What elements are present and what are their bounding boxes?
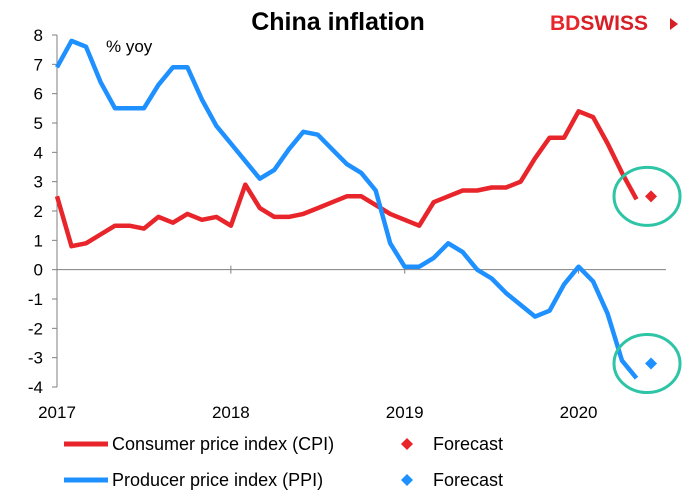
y-tick-label: -2 (28, 319, 43, 338)
chart-title: China inflation (251, 8, 425, 36)
x-tick-label: 2018 (212, 403, 250, 422)
y-axis-ticks: 8 7 6 5 4 3 2 1 0 -1 -2 -3 -4 (28, 26, 57, 397)
y-tick-label: -3 (28, 349, 43, 368)
y-tick-label: 2 (34, 202, 43, 221)
x-axis-ticks: 2017 2018 2019 2020 (38, 265, 598, 422)
y-tick-label: 4 (34, 143, 43, 162)
legend-ppi-forecast-marker (401, 474, 413, 486)
y-tick-label: 1 (34, 231, 43, 250)
x-tick-label: 2020 (560, 403, 598, 422)
legend: Consumer price index (CPI) Forecast Prod… (64, 434, 503, 490)
y-tick-label: -1 (28, 290, 43, 309)
forecast-highlights (612, 165, 682, 395)
y-tick-label: -4 (28, 378, 43, 397)
x-tick-label: 2017 (38, 403, 76, 422)
cpi-forecast-marker (645, 190, 658, 203)
y-tick-label: 8 (34, 26, 43, 45)
brand-logo: BDSWISS (550, 12, 678, 35)
cpi-forecast-circle (612, 165, 682, 227)
logo-bd-text: BDSWISS (550, 12, 648, 35)
unit-label: % yoy (106, 37, 153, 56)
logo-bd: BD (550, 12, 580, 35)
y-tick-label: 0 (34, 261, 43, 280)
legend-ppi-label: Producer price index (PPI) (112, 470, 323, 490)
axes (56, 35, 666, 387)
y-tick-label: 6 (34, 85, 43, 104)
ppi-forecast-marker (645, 357, 658, 370)
legend-cpi-forecast-marker (401, 438, 413, 450)
y-tick-label: 5 (34, 114, 43, 133)
y-tick-label: 3 (34, 173, 43, 192)
logo-arrow-icon (670, 18, 678, 30)
legend-ppi-forecast-label: Forecast (433, 470, 503, 490)
legend-cpi-label: Consumer price index (CPI) (112, 434, 334, 454)
ppi-series-line (55, 38, 639, 380)
series-layer (54, 38, 639, 380)
legend-cpi-forecast-label: Forecast (433, 434, 503, 454)
y-tick-label: 7 (34, 55, 43, 74)
ppi-forecast-circle (612, 333, 682, 395)
x-tick-label: 2019 (386, 403, 424, 422)
logo-swiss: SWISS (580, 12, 648, 35)
cpi-series-line (54, 109, 639, 249)
forecast-layer (645, 190, 658, 370)
